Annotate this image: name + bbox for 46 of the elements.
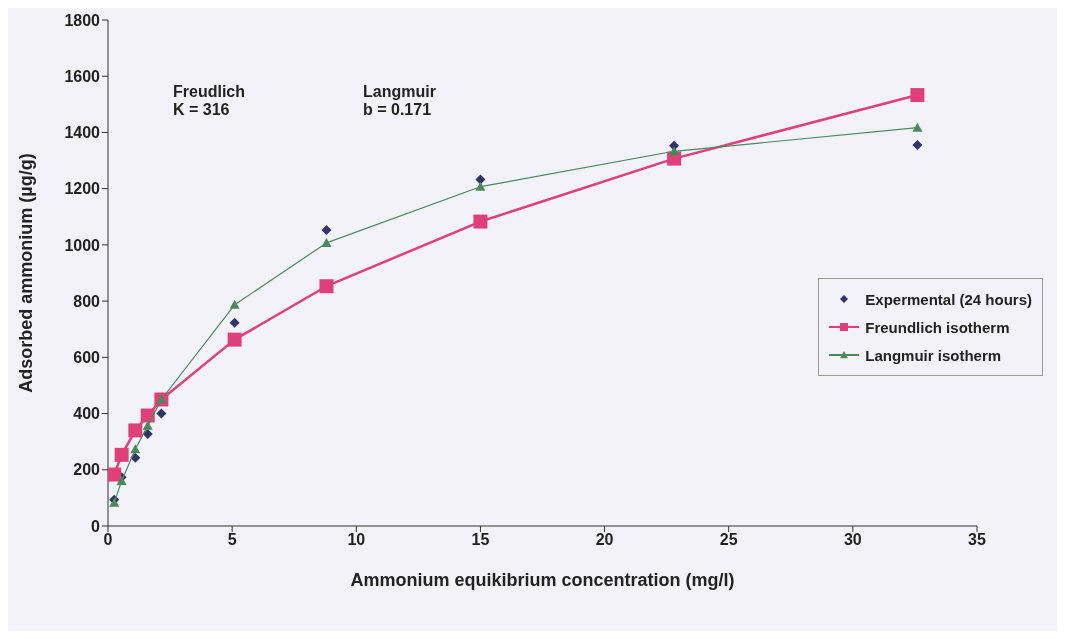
annotation: Langmuir b = 0.171 — [363, 83, 436, 119]
y-axis-title: Adsorbed ammonium (µg/g) — [16, 153, 37, 393]
point — [142, 420, 153, 430]
point — [669, 146, 680, 156]
point — [910, 88, 925, 103]
y-tick-label: 1000 — [64, 236, 101, 254]
y-tick-label: 1400 — [64, 124, 101, 142]
point — [912, 140, 923, 151]
x-tick-label: 15 — [471, 531, 490, 549]
point — [229, 299, 240, 309]
point — [321, 237, 332, 247]
point — [114, 447, 129, 462]
y-tick-label: 400 — [73, 405, 101, 423]
point — [321, 224, 332, 235]
y-tick-label: 600 — [73, 349, 101, 367]
x-tick-label: 10 — [347, 531, 366, 549]
point — [156, 408, 167, 419]
x-axis-title: Ammonium equikibrium concentration (mg/l) — [350, 570, 735, 590]
y-tick-label: 1200 — [64, 180, 101, 198]
point — [912, 122, 923, 132]
point — [130, 444, 141, 454]
y-tick-label: 0 — [91, 517, 101, 535]
point — [108, 467, 122, 482]
y-tick-label: 1800 — [64, 11, 101, 29]
x-tick-label: 35 — [968, 531, 986, 549]
point — [128, 423, 143, 438]
point — [116, 476, 127, 486]
x-tick-label: 20 — [595, 531, 614, 549]
point — [475, 174, 486, 185]
point — [227, 332, 242, 347]
y-tick-label: 1600 — [64, 67, 101, 85]
legend-label: Expermental (24 hours) — [865, 290, 1032, 308]
legend-label: Freundlich isotherm — [865, 318, 1010, 336]
y-tick-label: 200 — [73, 461, 101, 479]
legend-label: Langmuir isotherm — [865, 346, 1002, 364]
x-tick-label: 30 — [843, 531, 862, 549]
x-tick-label: 5 — [227, 531, 237, 549]
point — [142, 429, 153, 440]
x-tick-label: 0 — [103, 531, 113, 549]
point — [319, 279, 334, 294]
x-tick-label: 25 — [719, 531, 738, 549]
point — [473, 214, 488, 229]
point — [229, 317, 240, 328]
point — [475, 181, 486, 191]
annotation: Freudlich K = 316 — [173, 83, 246, 119]
y-tick-label: 800 — [73, 292, 101, 310]
